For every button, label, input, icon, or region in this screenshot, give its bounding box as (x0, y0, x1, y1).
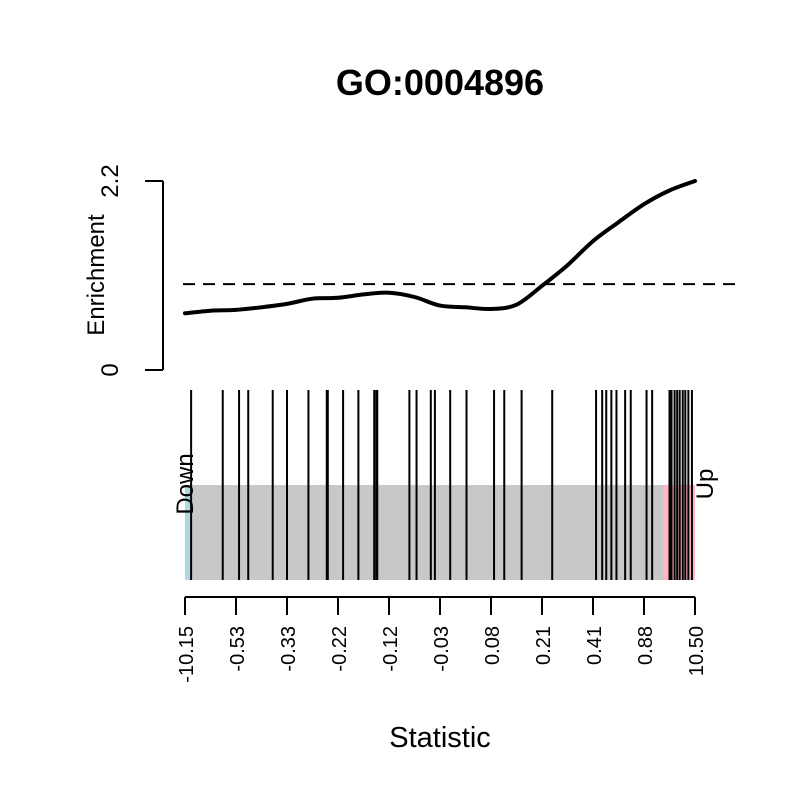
x-tick-label-10: 10.50 (686, 626, 708, 676)
x-tick-label-1: -0.53 (227, 626, 249, 672)
x-axis-title: Statistic (389, 722, 491, 754)
x-tick-label-6: 0.08 (482, 626, 504, 665)
down-region (185, 485, 190, 580)
y-axis-title: Enrichment (83, 214, 110, 336)
x-tick-label-0: -10.15 (176, 626, 198, 683)
y-tick-label-2.2: 2.2 (97, 164, 124, 197)
enrichment-panel: 0 2.2 Enrichment (83, 164, 738, 377)
x-tick-label-7: 0.21 (533, 626, 555, 665)
barcode-background (185, 485, 695, 580)
x-tick-label-9: 0.88 (635, 626, 657, 665)
x-tick-label-3: -0.22 (329, 626, 351, 672)
x-tick-label-8: 0.41 (584, 626, 606, 665)
x-tick-label-4: -0.12 (380, 626, 402, 672)
x-tick-label-5: -0.03 (431, 626, 453, 672)
up-label: Up (692, 469, 719, 500)
y-tick-label-0: 0 (97, 363, 124, 376)
barcode-panel: Down Up (172, 390, 719, 580)
enrichment-curve (183, 179, 697, 316)
x-tick-label-2: -0.33 (278, 626, 300, 672)
chart-title: GO:0004896 (336, 62, 544, 103)
down-label: Down (172, 453, 199, 514)
x-axis: -10.15 -0.53 -0.33 -0.22 -0.12 -0.03 0.08 0.21 0… (176, 596, 708, 754)
